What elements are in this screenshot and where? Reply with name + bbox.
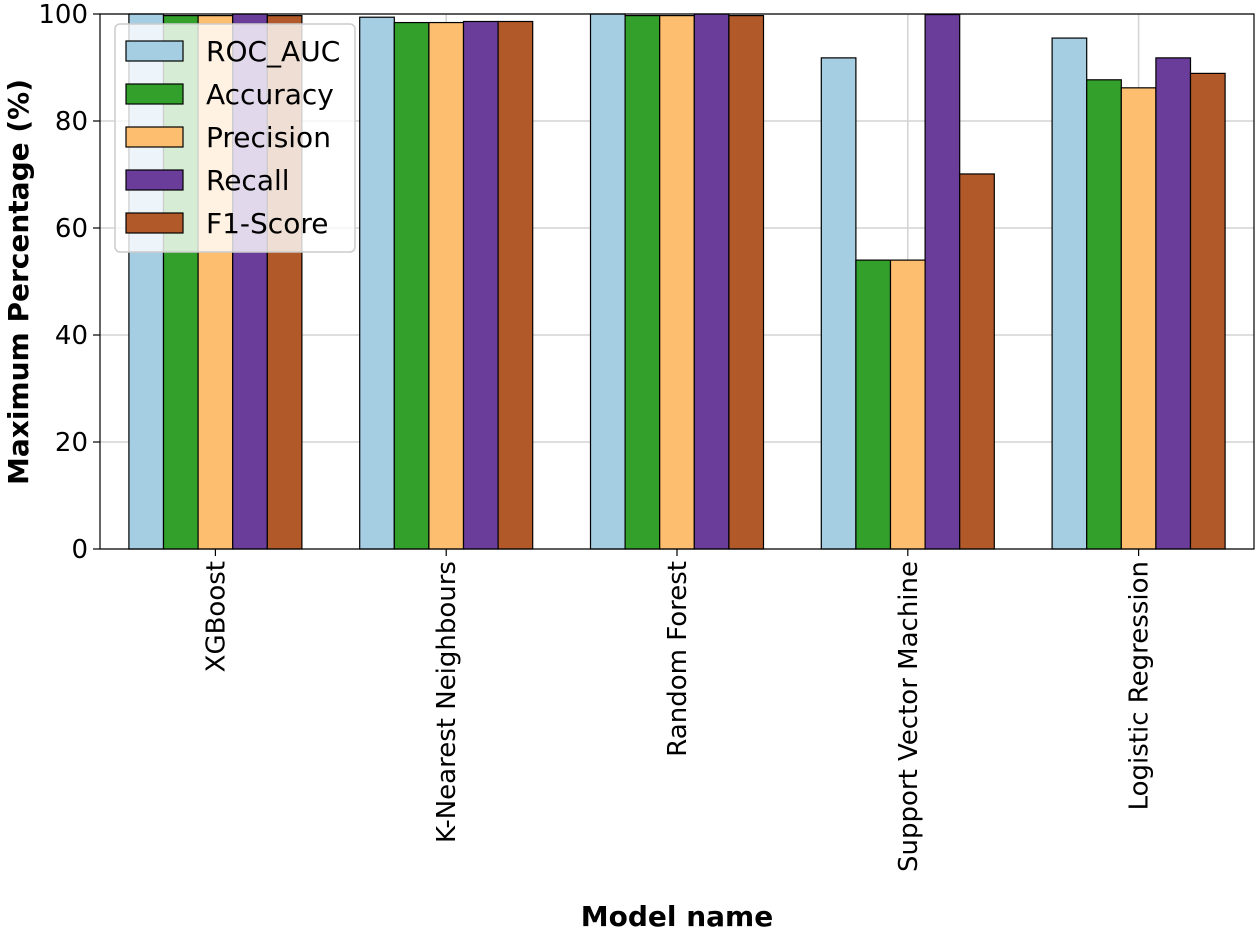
x-tick-label: XGBoost	[201, 561, 231, 672]
x-axis-ticks: XGBoost K-Nearest Neighbours Random Forest…	[201, 549, 1155, 872]
bar-roc-auc	[589, 13, 626, 550]
x-tick-label: Random Forest	[663, 561, 693, 757]
y-tick-label: 20	[55, 428, 88, 458]
bar-accuracy	[855, 259, 892, 550]
bar-precision	[1120, 87, 1157, 550]
legend-swatch	[125, 83, 184, 105]
y-axis-ticks: 0 20 40 60 80 100	[38, 0, 100, 565]
y-axis-title: Maximum Percentage (%)	[2, 79, 35, 485]
bar-f1-score	[728, 15, 765, 550]
bar-roc-auc	[359, 16, 395, 550]
bar-f1-score	[497, 20, 534, 550]
legend-label: Accuracy	[206, 78, 334, 111]
legend-swatch	[125, 212, 184, 234]
bar-accuracy	[393, 21, 430, 550]
bar-recall	[1155, 57, 1192, 550]
x-tick-label: Support Vector Machine	[894, 561, 924, 872]
bar-recall	[462, 20, 499, 550]
bar-recall	[693, 13, 730, 550]
legend-label: ROC_AUC	[206, 35, 340, 68]
y-tick-label: 40	[55, 321, 88, 351]
bar-recall	[924, 13, 961, 550]
y-tick-label: 100	[38, 0, 88, 30]
legend-label: Recall	[206, 164, 290, 197]
bar-precision	[428, 21, 465, 550]
legend-swatch	[125, 126, 184, 148]
legend-swatch	[125, 169, 184, 191]
y-tick-label: 80	[55, 107, 88, 137]
x-tick-label: K-Nearest Neighbours	[432, 561, 462, 843]
legend-swatch	[125, 40, 184, 62]
bar-f1-score	[959, 173, 995, 550]
bar-accuracy	[1086, 79, 1122, 550]
legend: ROC_AUC Accuracy Precision Recall F1-Score	[114, 23, 356, 253]
y-tick-label: 60	[55, 214, 88, 244]
bar-roc-auc	[1051, 37, 1088, 550]
x-axis-title: Model name	[581, 900, 773, 932]
bar-precision	[659, 15, 695, 550]
bar-roc-auc	[820, 57, 857, 550]
legend-label: F1-Score	[206, 207, 328, 240]
bar-precision	[889, 259, 926, 550]
legend-label: Precision	[206, 121, 331, 154]
legend-box	[114, 23, 356, 253]
bar-f1-score	[1189, 72, 1226, 550]
bar-accuracy	[624, 15, 661, 550]
y-tick-label: 0	[71, 535, 88, 565]
x-tick-label: Logistic Regression	[1125, 561, 1155, 810]
